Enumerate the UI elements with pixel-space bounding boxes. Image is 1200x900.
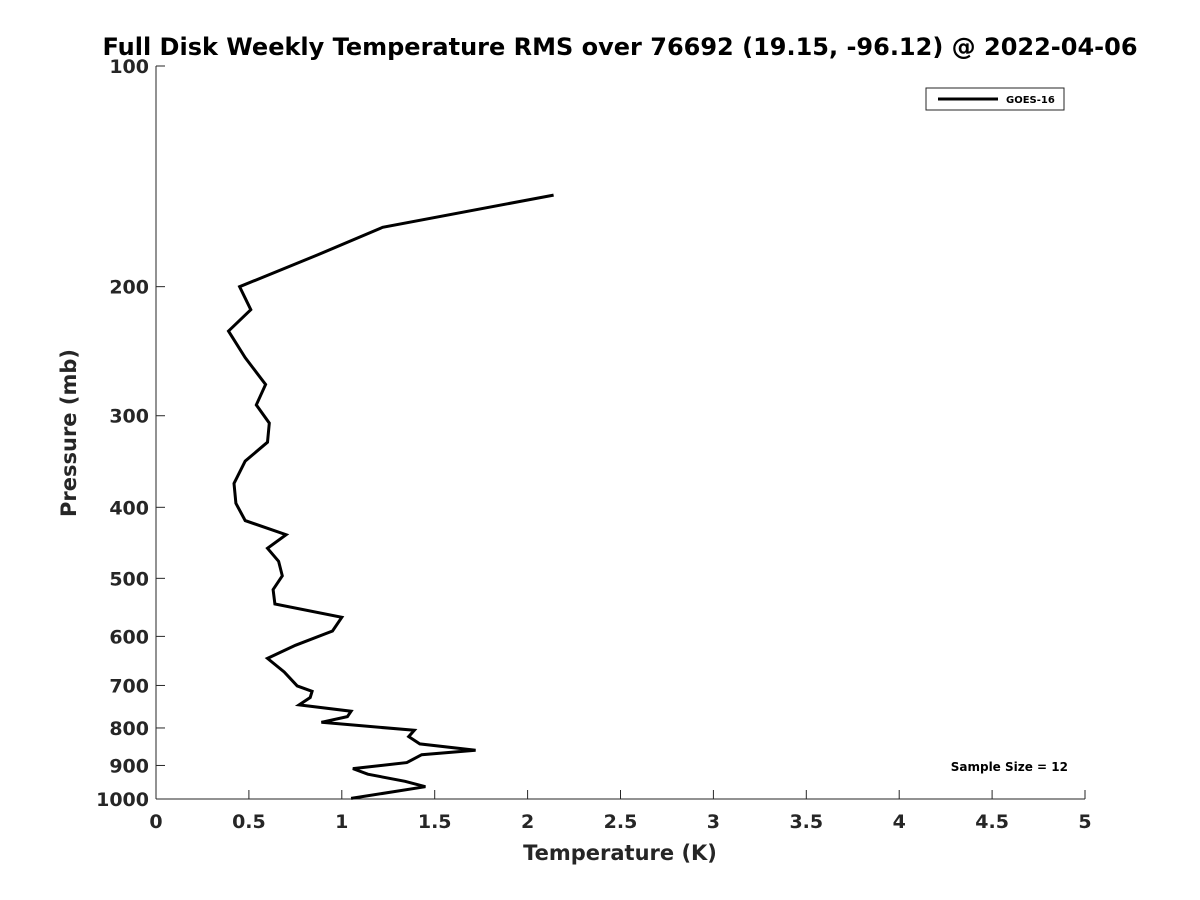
x-tick-label: 0.5 [232,811,266,833]
x-tick-label: 2 [521,811,534,833]
x-axis-ticks: 0 0.5 1 1.5 2 2.5 3 3.5 4 4.5 5 [149,790,1092,833]
x-tick-label: 0 [149,811,162,833]
x-tick-label: 4.5 [975,811,1009,833]
x-tick-label: 3.5 [789,811,823,833]
x-tick-label: 3 [707,811,720,833]
y-tick-label: 700 [109,675,149,697]
y-tick-label: 100 [109,56,149,78]
chart-title: Full Disk Weekly Temperature RMS over 76… [102,33,1137,61]
legend-label: GOES-16 [1006,95,1055,106]
y-tick-label: 300 [109,406,149,428]
x-tick-label: 1.5 [418,811,452,833]
x-axis-label: Temperature (K) [523,841,717,865]
y-tick-label: 500 [109,568,149,590]
legend: GOES-16 [925,87,1065,111]
series-layer [226,193,554,800]
x-tick-label: 1 [335,811,348,833]
sample-size-annotation: Sample Size = 12 [951,760,1068,774]
y-tick-label: 1000 [96,789,149,811]
y-tick-label: 900 [109,755,149,777]
x-tick-label: 5 [1078,811,1091,833]
y-tick-label: 400 [109,497,149,519]
plot-axes [155,66,1085,800]
y-tick-label: 600 [109,626,149,648]
y-axis-label: Pressure (mb) [57,349,81,517]
x-tick-label: 2.5 [604,811,638,833]
y-tick-label: 800 [109,718,149,740]
y-axis-ticks: 100 200 300 400 500 600 700 800 900 1000 [96,56,165,811]
x-tick-label: 4 [893,811,906,833]
series-line-goes-16 [226,193,554,800]
y-tick-label: 200 [109,277,149,299]
